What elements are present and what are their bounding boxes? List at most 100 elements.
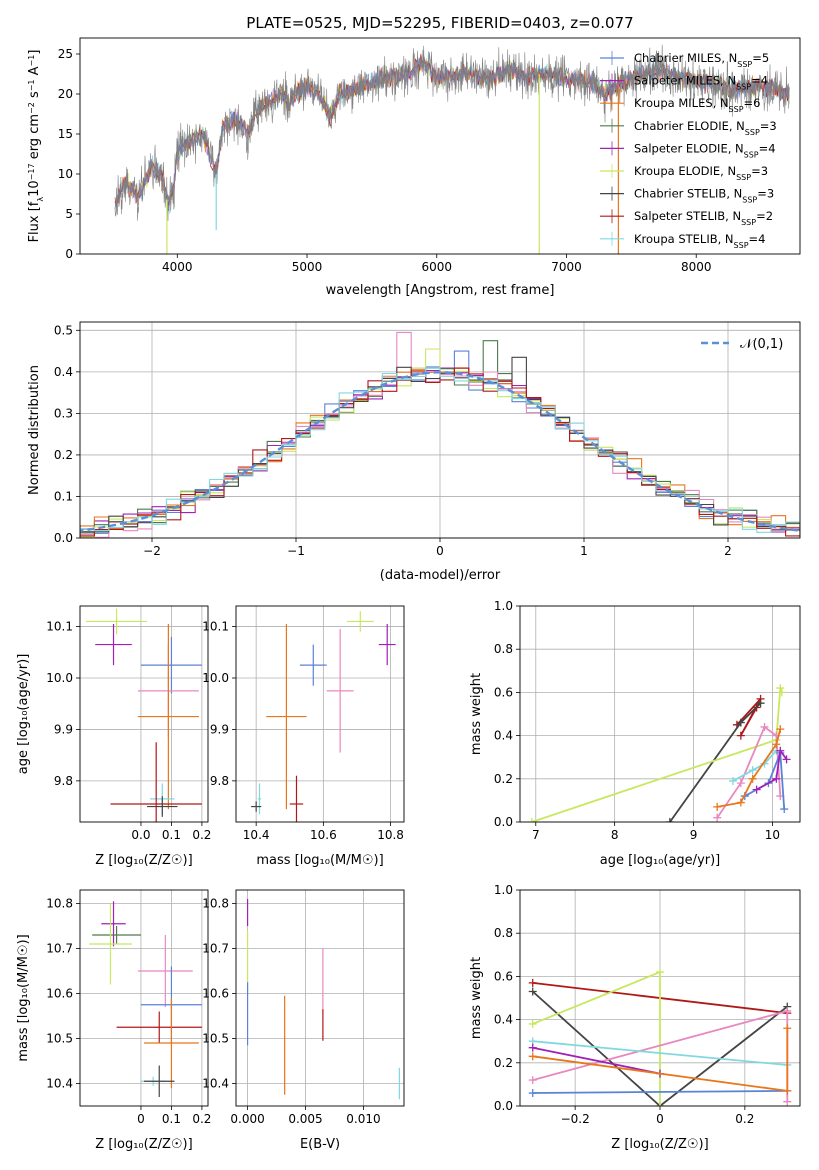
y-tick-label: 0.6 <box>494 969 513 983</box>
y-tick-label: 0.4 <box>54 365 73 379</box>
y-tick-label: 15 <box>58 127 73 141</box>
y-tick-label: 10.8 <box>202 897 229 911</box>
weight-marker <box>528 1052 537 1061</box>
figure-title: PLATE=0525, MJD=52295, FIBERID=0403, z=0… <box>246 14 633 32</box>
legend-entry-3: Chabrier ELODIE, NSSP=3 <box>634 119 777 137</box>
weight-marker <box>772 740 781 749</box>
legend-entry-8: Kroupa STELIB, NSSP=4 <box>634 232 765 250</box>
weight-marker <box>748 766 757 775</box>
weight-marker <box>772 774 781 783</box>
y-tick-label: 10.8 <box>46 897 73 911</box>
panel-histogram: −2 −1 0 1 2 0.0 0.1 0.2 0.3 0.4 0.5 (data-model)/er… <box>27 321 801 583</box>
weight-line <box>532 1046 661 1075</box>
y-tick-label: 10.6 <box>202 987 229 1001</box>
x-tick-label: 0.000 <box>230 1112 264 1126</box>
axes-frame <box>235 605 405 823</box>
y-axis-label: mass weight <box>469 957 484 1039</box>
weight-line <box>732 750 777 782</box>
x-axis-label: (data-model)/error <box>380 568 501 583</box>
weight-marker <box>777 688 786 697</box>
y-axis-label: age [log₁₀(age/yr)] <box>16 654 31 775</box>
weight-marker <box>713 802 722 811</box>
x-tick-label: 0 <box>436 544 444 558</box>
x-tick-label: 0.1 <box>162 1112 181 1126</box>
panel-weight_vs_age: 7 8 9 10 0.0 0.2 0.4 0.6 0.8 1.0 age [log₁₀(age/yr… <box>469 599 801 868</box>
weight-marker <box>783 1086 792 1095</box>
y-tick-label: 9.9 <box>210 722 229 736</box>
y-tick-label: 0.1 <box>54 489 73 503</box>
x-tick-label: 0.005 <box>288 1112 322 1126</box>
weight-marker <box>782 755 791 764</box>
weight-marker <box>776 725 785 734</box>
x-tick-label: 10.4 <box>243 828 270 842</box>
y-tick-label: 10.1 <box>202 620 229 634</box>
weight-marker <box>528 978 537 987</box>
y-tick-label: 1.0 <box>494 599 513 613</box>
panel-spectrum: 4000 5000 6000 7000 8000 0 5 10 15 20 25 wavelength… <box>27 37 801 298</box>
x-tick-label: 4000 <box>162 260 193 274</box>
axes-frame <box>79 889 209 1107</box>
x-tick-label: 5000 <box>292 260 323 274</box>
x-axis-label: Z [log₁₀(Z/Z☉)] <box>611 1137 708 1152</box>
y-axis-label: mass weight <box>469 673 484 755</box>
weight-marker <box>756 699 765 708</box>
x-tick-label: 0.0 <box>131 828 150 842</box>
weight-marker <box>656 968 664 977</box>
x-tick-label: 0.2 <box>192 828 211 842</box>
panel-age_vs_mass: 10.4 10.6 10.8 9.8 9.9 10.0 10.1 mass [log₁₀(M/… <box>202 605 405 868</box>
y-tick-label: 10.5 <box>202 1032 229 1046</box>
y-tick-label: 10.7 <box>202 942 229 956</box>
legend-entry-7: Salpeter STELIB, NSSP=2 <box>634 209 773 227</box>
y-tick-label: 10.0 <box>202 671 229 685</box>
y-tick-label: 0.0 <box>494 1099 513 1113</box>
weight-marker <box>780 805 789 814</box>
y-tick-label: 0 <box>65 247 73 261</box>
y-axis-label: Normed distribution <box>27 365 42 495</box>
weight-marker <box>776 746 785 755</box>
x-tick-label: 10 <box>765 828 780 842</box>
y-tick-label: 10.7 <box>46 942 73 956</box>
y-tick-label: 9.8 <box>54 774 73 788</box>
weight-line <box>532 1040 788 1066</box>
normal-curve <box>80 371 800 532</box>
axes-frame <box>79 37 801 255</box>
plot-area <box>527 684 791 822</box>
x-tick-label: 0.1 <box>162 828 181 842</box>
y-tick-label: 10.4 <box>202 1077 229 1091</box>
y-axis-label: mass [log₁₀(M/M☉)] <box>16 934 31 1061</box>
y-tick-label: 0.2 <box>494 772 513 786</box>
weight-marker <box>528 1043 537 1052</box>
y-tick-label: 0.4 <box>494 729 513 743</box>
x-axis-label: mass [log₁₀(M/M☉)] <box>256 853 383 868</box>
x-tick-label: 0.2 <box>735 1112 754 1126</box>
x-tick-label: 0 <box>656 1112 664 1126</box>
weight-marker <box>713 813 722 822</box>
y-tick-label: 0.0 <box>494 815 513 829</box>
legend-entry-5: Kroupa ELODIE, NSSP=3 <box>634 164 768 182</box>
y-tick-label: 0.3 <box>54 406 73 420</box>
axes-frame <box>79 321 801 539</box>
legend-entry-0: Chabrier MILES, NSSP=5 <box>634 51 769 69</box>
y-tick-label: 0.8 <box>494 642 513 656</box>
y-tick-label: 1.0 <box>494 883 513 897</box>
panel-mass_vs_ebv: 0.000 0.005 0.010 10.4 10.5 10.6 10.7 10.8 E(B-V… <box>202 889 405 1152</box>
plot-area <box>114 44 790 254</box>
weight-marker <box>752 785 761 794</box>
plot-area <box>80 331 800 538</box>
weight-marker <box>736 798 745 807</box>
weight-marker <box>783 1006 792 1015</box>
weight-line <box>736 698 762 737</box>
y-tick-label: 10.1 <box>46 620 73 634</box>
panel-age_vs_Z: 0.0 0.1 0.2 9.8 9.9 10.0 10.1 Z [log₁₀(Z/Z☉)] ag… <box>16 605 211 868</box>
y-tick-label: 10 <box>58 167 73 181</box>
x-axis-label: E(B-V) <box>300 1137 340 1152</box>
weight-marker <box>760 722 769 731</box>
y-tick-label: 9.9 <box>54 722 73 736</box>
x-axis-label: age [log₁₀(age/yr)] <box>600 853 721 868</box>
weight-marker <box>736 779 745 788</box>
x-tick-label: 10.8 <box>377 828 404 842</box>
y-tick-label: 10.6 <box>46 987 73 1001</box>
y-tick-label: 0.2 <box>54 448 73 462</box>
weight-marker <box>776 684 785 693</box>
